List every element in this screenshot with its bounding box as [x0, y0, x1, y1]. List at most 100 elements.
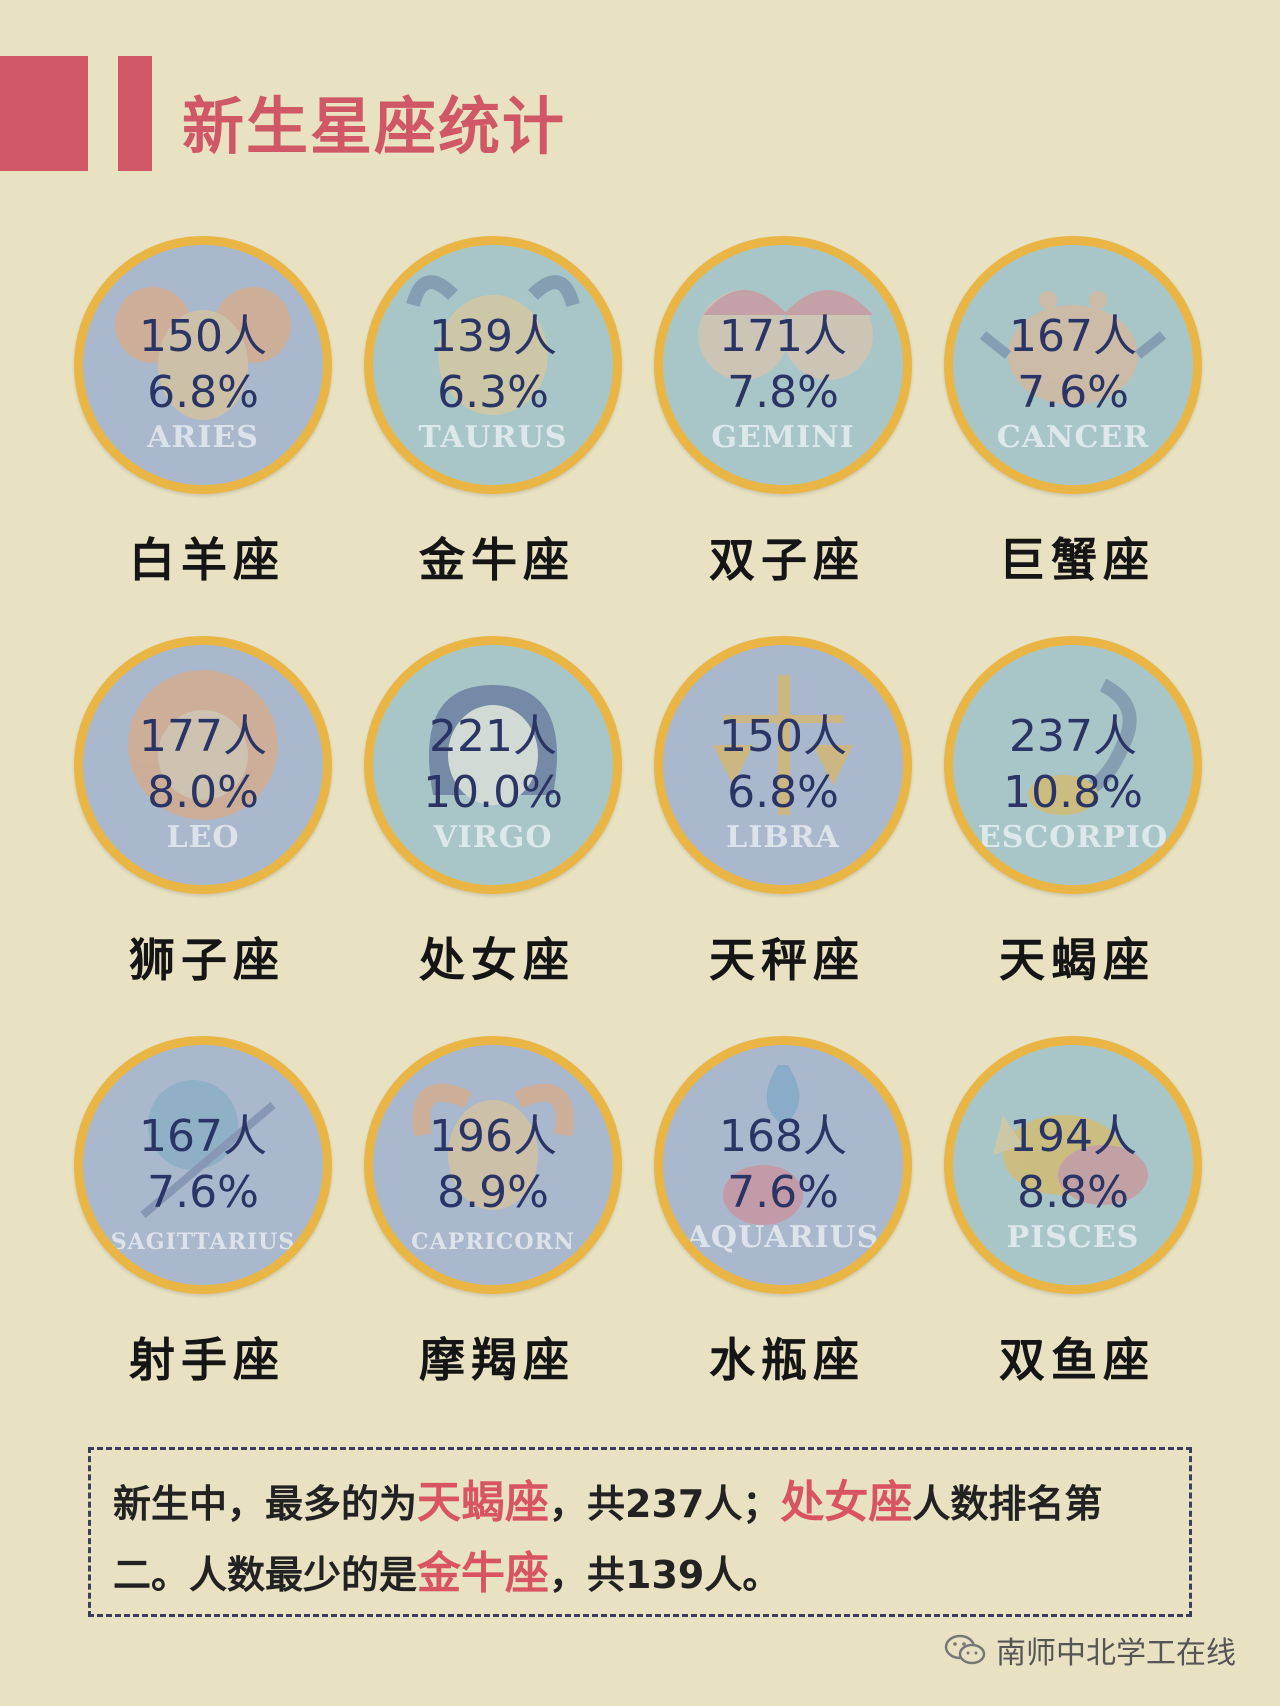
medal-face: 177人 8.0% LEO	[83, 645, 323, 885]
student-count: 221人	[429, 711, 557, 762]
sign-chinese-name: 狮子座	[129, 933, 285, 987]
watermark: 南师中北学工在线	[944, 1628, 1236, 1672]
student-percentage: 10.8%	[1003, 767, 1143, 818]
student-percentage: 7.6%	[147, 1167, 259, 1218]
zodiac-medal: 150人 6.8% ARIES	[74, 236, 332, 494]
twins-icon	[698, 290, 873, 380]
summary-text-1: 新生中，最多的为	[113, 1482, 418, 1526]
zodiac-card-cancer: 167人 7.6% CANCER 巨蟹座	[932, 232, 1222, 632]
medal-face: 168人 7.6% AQUARIUS	[663, 1045, 903, 1285]
zodiac-card-aquarius: 168人 7.6% AQUARIUS 水瓶座	[642, 1032, 932, 1432]
archer-icon	[140, 1080, 276, 1219]
sign-english-name: SAGITTARIUS	[110, 1229, 296, 1255]
summary-text-3: 人数排名第二。人数最少的是	[113, 1482, 1103, 1597]
sign-english-name: LEO	[166, 820, 240, 855]
medal-face: 167人 7.6% SAGITTARIUS	[83, 1045, 323, 1285]
student-percentage: 7.6%	[727, 1167, 839, 1218]
student-percentage: 6.3%	[437, 367, 549, 418]
student-percentage: 6.8%	[727, 767, 839, 818]
zodiac-card-virgo: 221人 10.0% VIRGO 处女座	[352, 632, 642, 1032]
watermark-text: 南师中北学工在线	[996, 1636, 1236, 1671]
sign-english-name: ARIES	[147, 420, 259, 455]
zodiac-medal: 194人 8.8% PISCES	[944, 1036, 1202, 1294]
sign-chinese-name: 水瓶座	[709, 1333, 865, 1387]
zodiac-card-taurus: 139人 6.3% TAURUS 金牛座	[352, 232, 642, 632]
water-bearer-icon	[723, 1065, 803, 1225]
zodiac-card-escorpio: 237人 10.8% ESCORPIO 天蝎座	[932, 632, 1222, 1032]
summary-text-2: ，共237人；	[549, 1482, 781, 1526]
zodiac-card-pisces: 194人 8.8% PISCES 双鱼座	[932, 1032, 1222, 1432]
medal-face: 196人 8.9% CAPRICORN	[373, 1045, 613, 1285]
student-count: 167人	[139, 1111, 267, 1162]
zodiac-card-gemini: 171人 7.8% GEMINI 双子座	[642, 232, 932, 632]
student-count: 139人	[429, 311, 557, 362]
sign-english-name: CAPRICORN	[411, 1229, 575, 1255]
student-count: 237人	[1009, 711, 1137, 762]
summary-highlight-least: 金牛座	[417, 1548, 550, 1599]
zodiac-medal: 167人 7.6% CANCER	[944, 236, 1202, 494]
page-title: 新生星座统计	[182, 90, 567, 163]
student-count: 168人	[719, 1111, 847, 1162]
sign-english-name: ESCORPIO	[977, 820, 1169, 855]
zodiac-grid: 150人 6.8% ARIES 白羊座 139人 6.3% TAURUS 金牛座 171人 7.8…	[0, 232, 1280, 1432]
sign-english-name: TAURUS	[418, 420, 568, 455]
fish-icon	[993, 1115, 1148, 1205]
student-percentage: 7.8%	[727, 367, 839, 418]
summary-box: 新生中，最多的为天蝎座，共237人；处女座人数排名第二。人数最少的是金牛座，共1…	[88, 1447, 1192, 1617]
zodiac-medal: 237人 10.8% ESCORPIO	[944, 636, 1202, 894]
medal-face: 221人 10.0% VIRGO	[373, 645, 613, 885]
sign-chinese-name: 双鱼座	[999, 1333, 1155, 1387]
zodiac-card-sagittarius: 167人 7.6% SAGITTARIUS 射手座	[62, 1032, 352, 1432]
student-count: 196人	[429, 1111, 557, 1162]
sign-chinese-name: 处女座	[419, 933, 575, 987]
student-percentage: 8.9%	[437, 1167, 549, 1218]
student-percentage: 6.8%	[147, 367, 259, 418]
sign-chinese-name: 射手座	[129, 1333, 285, 1387]
header-accent-bar	[118, 56, 152, 171]
medal-face: 171人 7.8% GEMINI	[663, 245, 903, 485]
medal-face: 167人 7.6% CANCER	[953, 245, 1193, 485]
zodiac-medal: 150人 6.8% LIBRA	[654, 636, 912, 894]
bull-icon	[406, 275, 580, 415]
header-accent-block	[0, 56, 88, 171]
sign-english-name: VIRGO	[433, 820, 553, 855]
student-count: 150人	[719, 711, 847, 762]
sign-chinese-name: 白羊座	[129, 533, 285, 587]
medal-face: 150人 6.8% LIBRA	[663, 645, 903, 885]
zodiac-medal: 167人 7.6% SAGITTARIUS	[74, 1036, 332, 1294]
sign-english-name: PISCES	[1006, 1220, 1140, 1255]
student-count: 194人	[1009, 1111, 1137, 1162]
goat-icon	[412, 1083, 574, 1210]
lion-icon	[128, 670, 278, 820]
zodiac-card-capricorn: 196人 8.9% CAPRICORN 摩羯座	[352, 1032, 642, 1432]
student-count: 171人	[719, 311, 847, 362]
medal-face: 237人 10.8% ESCORPIO	[953, 645, 1193, 885]
sign-english-name: LIBRA	[726, 820, 840, 855]
scorpion-icon	[1028, 678, 1137, 815]
summary-highlight-second: 处女座	[780, 1477, 913, 1528]
wechat-icon	[944, 1633, 986, 1667]
zodiac-card-libra: 150人 6.8% LIBRA 天秤座	[642, 632, 932, 1032]
sign-english-name: AQUARIUS	[686, 1220, 880, 1255]
zodiac-medal: 221人 10.0% VIRGO	[364, 636, 622, 894]
student-percentage: 8.0%	[147, 767, 259, 818]
student-count: 177人	[139, 711, 267, 762]
ram-icon	[115, 287, 291, 420]
sign-chinese-name: 巨蟹座	[999, 533, 1155, 587]
medal-face: 139人 6.3% TAURUS	[373, 245, 613, 485]
zodiac-medal: 168人 7.6% AQUARIUS	[654, 1036, 912, 1294]
sign-chinese-name: 双子座	[709, 533, 865, 587]
maiden-icon	[429, 685, 557, 805]
student-count: 150人	[139, 311, 267, 362]
sign-chinese-name: 天秤座	[709, 933, 865, 987]
student-percentage: 8.8%	[1017, 1167, 1129, 1218]
medal-face: 194人 8.8% PISCES	[953, 1045, 1193, 1285]
student-count: 167人	[1009, 311, 1137, 362]
sign-chinese-name: 摩羯座	[419, 1333, 575, 1387]
zodiac-card-aries: 150人 6.8% ARIES 白羊座	[62, 232, 352, 632]
student-percentage: 7.6%	[1017, 367, 1129, 418]
crab-icon	[979, 291, 1167, 405]
medal-face: 150人 6.8% ARIES	[83, 245, 323, 485]
sign-chinese-name: 金牛座	[419, 533, 575, 587]
summary-highlight-most: 天蝎座	[417, 1477, 550, 1528]
